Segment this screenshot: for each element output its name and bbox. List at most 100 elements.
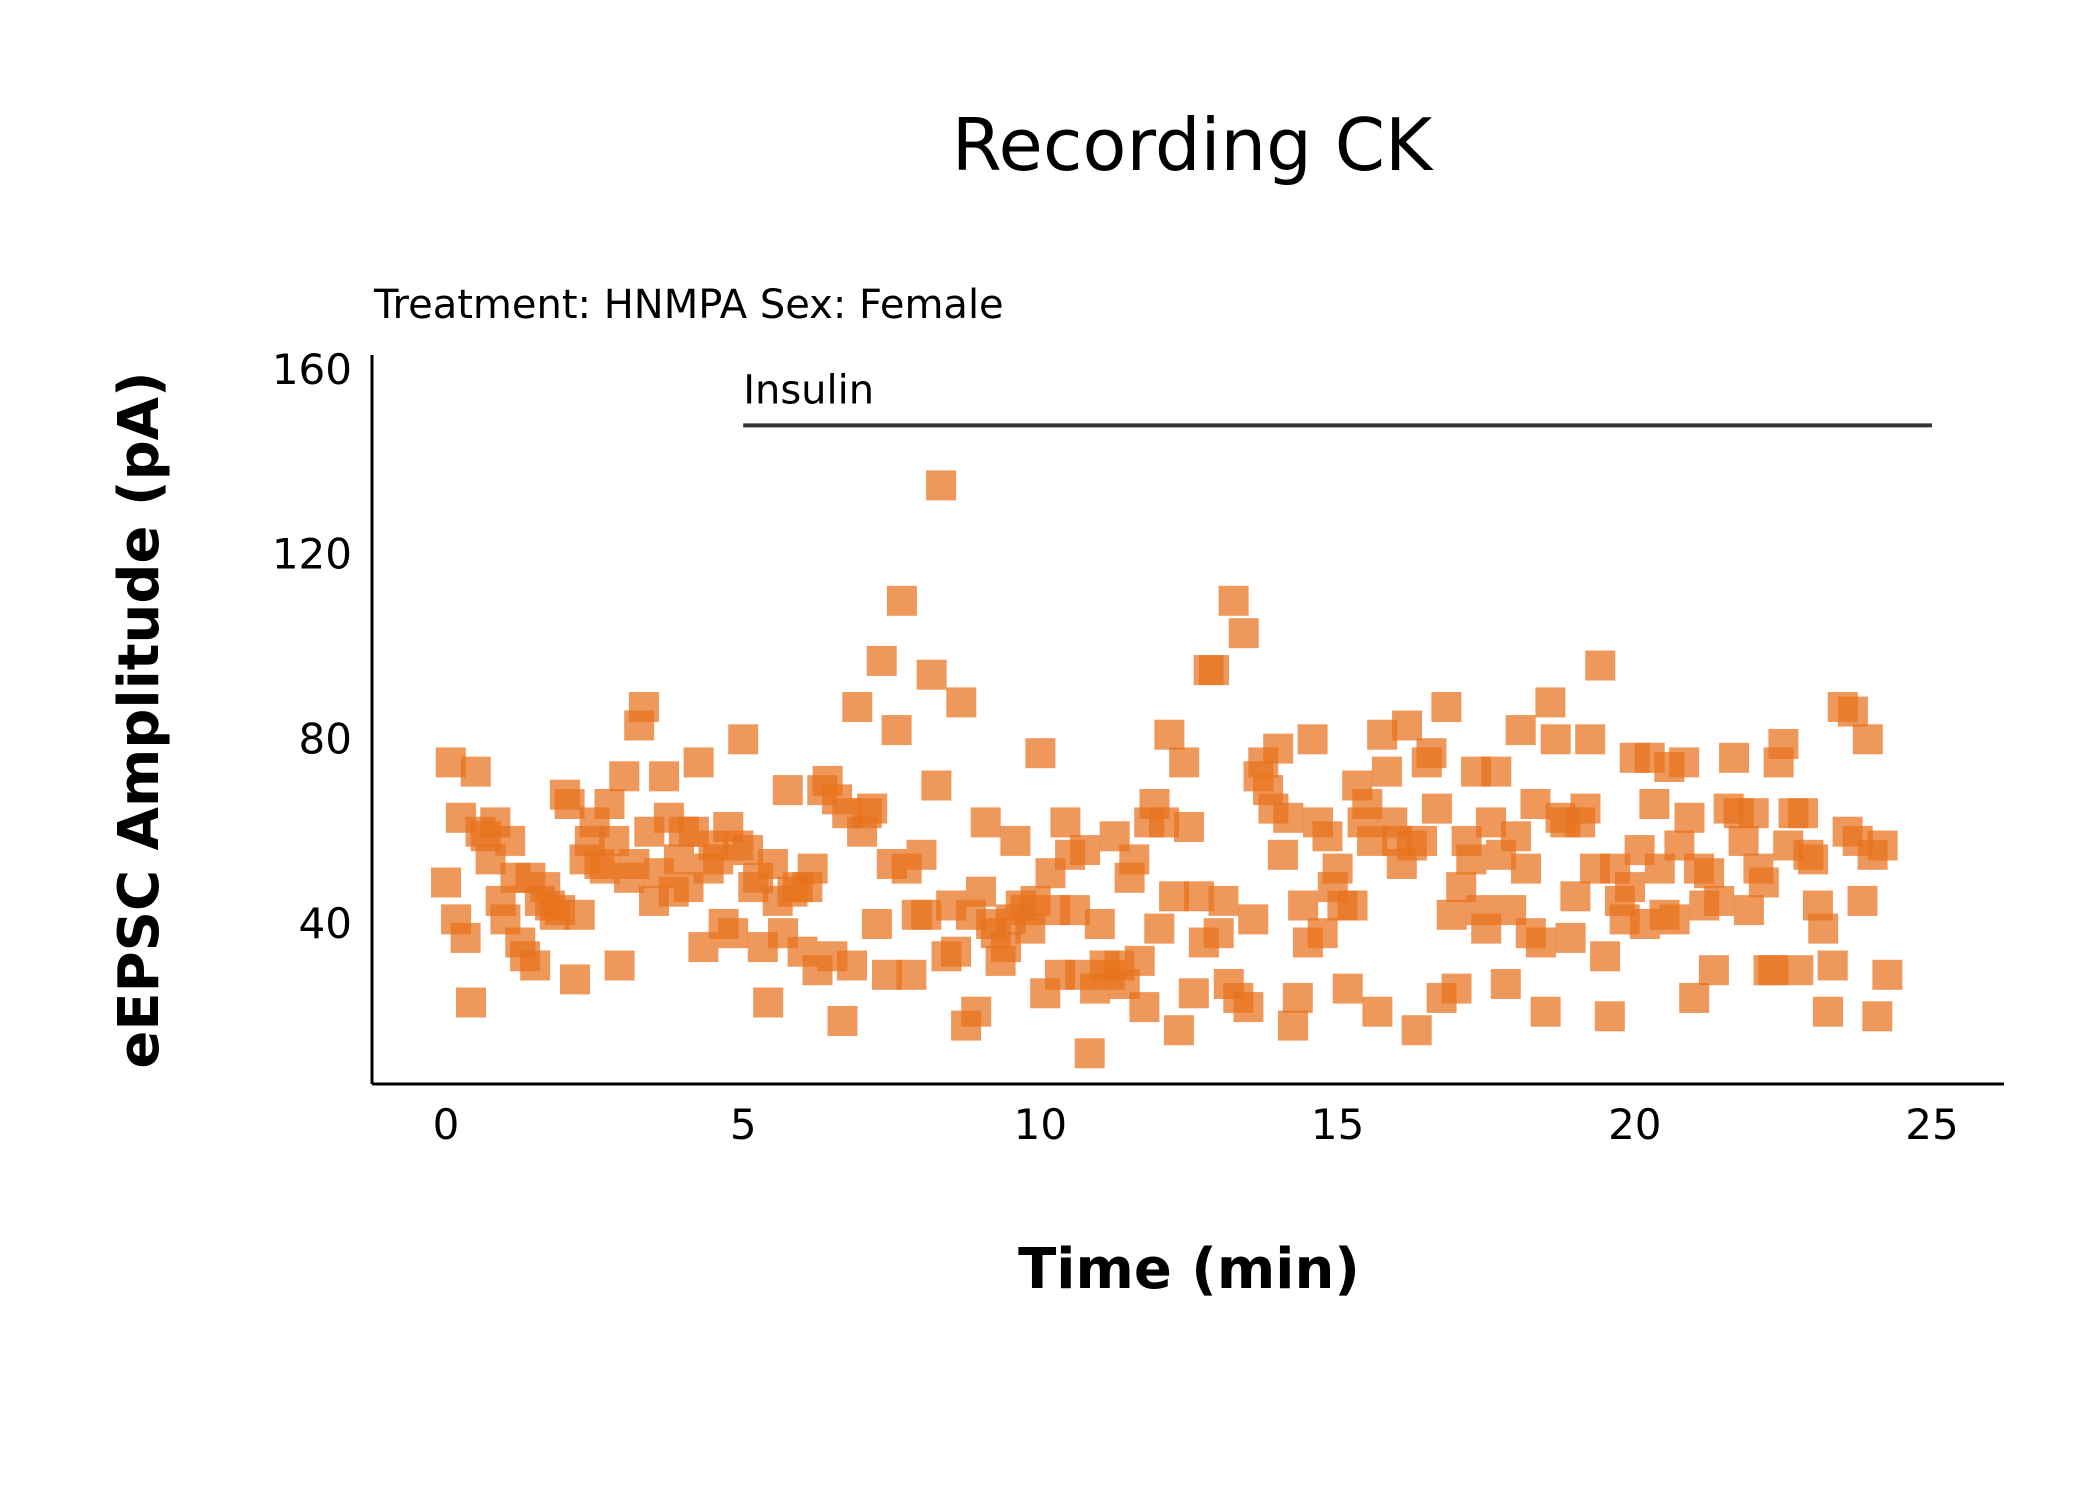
data-point <box>1768 729 1799 759</box>
data-point <box>1813 996 1843 1027</box>
data-point <box>1297 724 1328 755</box>
data-point <box>728 724 759 755</box>
data-point <box>1421 793 1452 824</box>
data-point <box>1798 844 1829 875</box>
data-point <box>1441 973 1472 1004</box>
data-point <box>966 876 996 907</box>
data-point <box>1392 710 1423 741</box>
data-point <box>896 959 927 990</box>
data-point <box>1615 872 1645 903</box>
data-point <box>1872 959 1903 990</box>
data-point <box>594 789 625 819</box>
data-point <box>1233 992 1264 1023</box>
data-point <box>609 761 640 792</box>
data-point <box>1431 692 1462 722</box>
data-point <box>1862 1001 1893 1032</box>
data-point <box>1273 802 1304 833</box>
data-point <box>1594 1001 1625 1032</box>
data-point <box>564 899 595 930</box>
data-point <box>753 987 784 1018</box>
data-point <box>837 950 867 981</box>
data-point <box>560 964 590 995</box>
data-point <box>1074 1038 1105 1069</box>
data-point <box>1560 881 1591 912</box>
data-point <box>961 996 992 1027</box>
data-point <box>1540 724 1571 755</box>
data-point <box>1847 885 1878 916</box>
data-point <box>1337 890 1368 921</box>
data-point <box>1481 756 1512 787</box>
data-point <box>1748 867 1779 898</box>
data-point <box>970 807 1001 838</box>
data-point <box>1719 742 1750 773</box>
data-point <box>1674 802 1705 833</box>
data-point <box>1505 715 1536 746</box>
data-point <box>1163 1015 1194 1046</box>
data-point <box>664 844 694 875</box>
data-point <box>1456 844 1487 875</box>
data-point <box>1852 724 1883 755</box>
data-point <box>827 1006 858 1036</box>
data-point <box>1025 738 1056 769</box>
data-point <box>772 775 803 806</box>
data-point <box>1407 825 1437 856</box>
data-point <box>916 659 947 690</box>
data-point <box>1783 955 1814 986</box>
data-point <box>1590 941 1621 972</box>
data-point <box>946 687 977 718</box>
data-point <box>1307 918 1338 949</box>
data-point <box>1817 950 1848 981</box>
data-point <box>1669 747 1700 778</box>
data-point <box>1704 885 1735 916</box>
data-point <box>1154 719 1185 750</box>
data-point <box>1511 853 1541 884</box>
y-tick-label: 80 <box>299 714 352 763</box>
data-point <box>1788 798 1818 829</box>
y-tick-label: 120 <box>272 530 352 579</box>
data-point <box>886 585 917 616</box>
y-tick-labels: 40 80 120 160 <box>272 345 352 948</box>
x-tick-label: 5 <box>730 1100 757 1149</box>
data-point <box>1530 996 1561 1027</box>
data-point <box>460 756 491 787</box>
data-point <box>604 950 635 981</box>
data-point <box>1867 830 1898 861</box>
data-point <box>1312 821 1343 852</box>
data-point <box>1490 969 1521 999</box>
data-point <box>866 645 897 676</box>
data-point <box>842 692 873 722</box>
data-point <box>941 936 971 967</box>
data-point <box>1282 982 1313 1013</box>
data-point <box>1371 756 1402 787</box>
data-point <box>456 987 486 1018</box>
data-point <box>1733 895 1764 926</box>
chart-subtitle: Treatment: HNMPA Sex: Female <box>373 282 1004 328</box>
data-point <box>1525 927 1556 958</box>
data-point <box>1000 825 1031 856</box>
data-point <box>1050 807 1081 838</box>
data-point <box>1728 825 1759 856</box>
data-point <box>1416 738 1447 769</box>
data-point <box>881 715 912 746</box>
data-point <box>1199 655 1229 686</box>
data-point <box>1203 918 1234 949</box>
insulin-label: Insulin <box>743 367 874 413</box>
y-tick-label: 160 <box>272 345 352 394</box>
data-point <box>718 918 749 949</box>
x-tick-labels: 0 5 10 15 20 25 <box>433 1100 1959 1149</box>
data-point <box>926 470 957 501</box>
data-point <box>1694 858 1725 889</box>
data-point <box>683 747 714 778</box>
data-point <box>1500 821 1531 852</box>
data-point <box>1679 982 1710 1013</box>
data-point <box>906 839 937 870</box>
data-point <box>1174 812 1204 842</box>
data-point <box>1555 922 1586 953</box>
chart-title: Recording CK <box>952 103 1434 187</box>
x-tick-label: 15 <box>1311 1100 1364 1149</box>
data-point <box>1124 945 1155 976</box>
data-point <box>1267 839 1298 870</box>
data-point <box>1218 585 1249 616</box>
data-point <box>1169 747 1200 778</box>
data-point <box>1332 973 1363 1004</box>
